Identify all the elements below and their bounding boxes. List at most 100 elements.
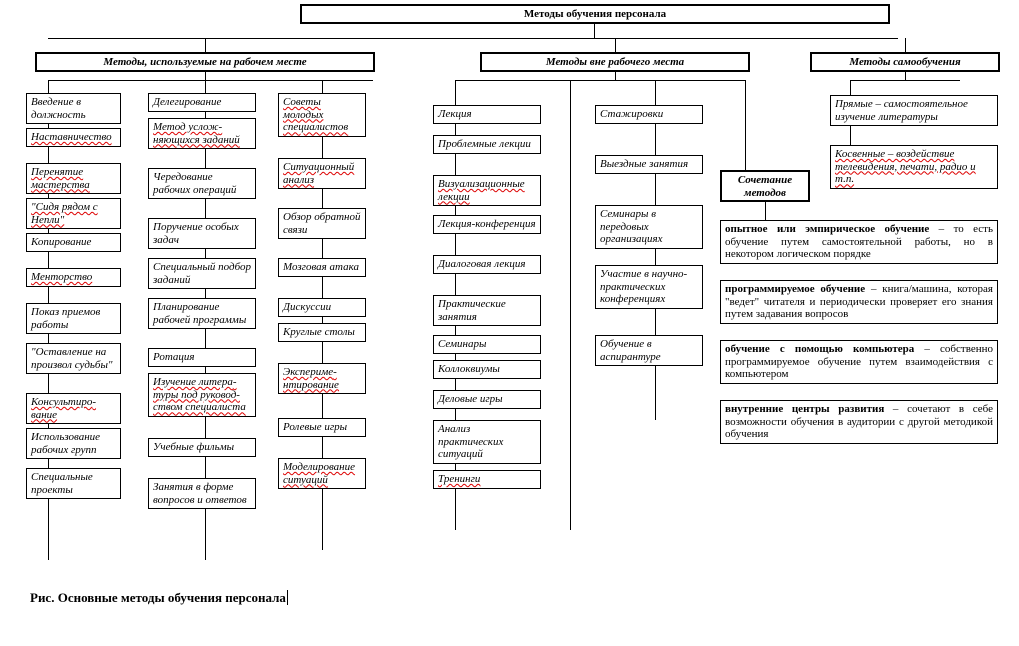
figure-caption: Рис. Основные методы обучения персонала (30, 590, 291, 606)
label: Планирование рабочей программы (153, 301, 246, 326)
label: Показ приемов работы (31, 306, 100, 331)
label: Косвенные – воздей­ствие телевидения, пе… (835, 148, 976, 185)
diagram-canvas: Методы обучения персонала Методы, исполь… (0, 0, 1019, 646)
node-d2: программируемое обучение – книга/машина,… (720, 280, 998, 324)
label: Лекция-конференция (438, 218, 536, 230)
line (455, 80, 745, 81)
label: Делегирование (153, 96, 221, 108)
label: Введение в должность (31, 96, 86, 121)
node-b2-1: Стажировки (595, 105, 703, 124)
node-b1-4: Лекция-конференция (433, 215, 541, 234)
node-d4: внутренние центры развития – сочетают в … (720, 400, 998, 444)
label: Менторство (31, 271, 92, 283)
label: Практические занятия (438, 298, 506, 323)
line (48, 38, 898, 39)
label: Перенятие мастерства (31, 166, 90, 191)
line (205, 38, 206, 52)
node-a1-5: Копирование (26, 233, 121, 252)
node-b2-4: Участие в научно-практических конференци… (595, 265, 703, 309)
label: Наставниче­ство (31, 131, 112, 143)
label: Занятия в форме вопросов и ответов (153, 481, 247, 506)
label: Тренинги (438, 473, 480, 485)
node-a2-2: Метод услож­няющихся заданий (148, 118, 256, 149)
label: "Оставление на произвол судьбы" (31, 346, 113, 371)
label: Обучение в аспирантуре (600, 338, 661, 363)
line (48, 80, 373, 81)
line (765, 202, 766, 220)
node-a2-3: Чередование рабочих операций (148, 168, 256, 199)
label: Ролевые игры (283, 421, 347, 433)
node-c2: Косвенные – воздей­ствие телевидения, пе… (830, 145, 998, 189)
label: Специальный подбор заданий (153, 261, 251, 286)
line (570, 80, 571, 530)
node-d3: обучение с помощью компьютера – собствен… (720, 340, 998, 384)
branch-off-job: Методы вне рабочего места (480, 52, 750, 72)
node-a1-6: Менторство (26, 268, 121, 287)
label: Использование рабочих групп (31, 431, 100, 456)
line (205, 72, 206, 80)
node-a2-7: Ротация (148, 348, 256, 367)
label-bold: программируемое обучение (725, 283, 865, 295)
label: Консультиро­вание (31, 396, 96, 421)
node-b1-5: Диалоговая лекция (433, 255, 541, 274)
node-b1-8: Коллоквиумы (433, 360, 541, 379)
node-b1-6: Практические занятия (433, 295, 541, 326)
node-a3-6: Круглые столы (278, 323, 366, 342)
node-b1-1: Лекция (433, 105, 541, 124)
combo-node: Сочетание методов (720, 170, 810, 202)
label: Специальные проекты (31, 471, 93, 496)
node-a3-5: Дискуссии (278, 298, 366, 317)
line (615, 38, 616, 52)
node-b1-3: Визуализацион­ные лекции (433, 175, 541, 206)
node-a1-3: Перенятие мастерства (26, 163, 121, 194)
label: Семинары (438, 338, 486, 350)
label: Копирование (31, 236, 91, 248)
caption-text: Рис. Основные методы обучения персонала (30, 590, 286, 605)
label: Проблемные лекции (438, 138, 531, 150)
node-a2-6: Планирование рабочей программы (148, 298, 256, 329)
label: Лекция (438, 108, 472, 120)
node-b1-11: Тренинги (433, 470, 541, 489)
label: Визуализацион­ные лекции (438, 178, 525, 203)
node-b2-3: Семинары в передовых организациях (595, 205, 703, 249)
node-a2-5: Специальный подбор заданий (148, 258, 256, 289)
node-a1-8: "Оставление на произвол судьбы" (26, 343, 121, 374)
label: Диалоговая лекция (438, 258, 526, 270)
node-b1-10: Анализ практических ситуаций (433, 420, 541, 464)
label: Экспериме­нтиро­вание (283, 366, 339, 391)
label: Дискуссии (283, 301, 331, 313)
label: Чередование рабочих операций (153, 171, 236, 196)
line (745, 80, 746, 170)
branch-self: Методы самообучения (810, 52, 1000, 72)
node-a2-4: Поручение особых задач (148, 218, 256, 249)
node-a1-10: Использование рабочих групп (26, 428, 121, 459)
node-a1-2: Наставниче­ство (26, 128, 121, 147)
node-a3-4: Мозговая атака (278, 258, 366, 277)
label: Выездные занятия (600, 158, 688, 170)
label: Изучение литера­туры под руковод­ством с… (153, 376, 246, 413)
line (655, 80, 656, 420)
node-b2-5: Обучение в аспирантуре (595, 335, 703, 366)
node-a3-8: Ролевые игры (278, 418, 366, 437)
label: Ситуацио­нный анализ (283, 161, 354, 186)
node-c1: Прямые – самостоятельное изучение литера… (830, 95, 998, 126)
branch-on-job: Методы, используемые на рабочем месте (35, 52, 375, 72)
label-bold: опытное или эмпирическое обучение (725, 223, 929, 235)
label: Анализ практических ситуаций (438, 423, 503, 460)
root-node: Методы обучения персонала (300, 4, 890, 24)
label-bold: обучение с помощью компьютера (725, 343, 914, 355)
node-a3-9: Моделирова­ние ситуаций (278, 458, 366, 489)
label: Метод услож­няющихся заданий (153, 121, 240, 146)
line (905, 72, 906, 80)
node-a3-2: Ситуацио­нный анализ (278, 158, 366, 189)
node-a1-7: Показ приемов работы (26, 303, 121, 334)
node-a2-8: Изучение литера­туры под руковод­ством с… (148, 373, 256, 417)
label: Поручение особых задач (153, 221, 239, 246)
node-a2-9: Учебные фильмы (148, 438, 256, 457)
node-a1-4: "Сидя рядом с Непли" (26, 198, 121, 229)
node-a1-9: Консультиро­вание (26, 393, 121, 424)
label: Круглые столы (283, 326, 355, 338)
line (905, 38, 906, 52)
label: Участие в научно-практических конференци… (600, 268, 687, 305)
line (615, 72, 616, 80)
